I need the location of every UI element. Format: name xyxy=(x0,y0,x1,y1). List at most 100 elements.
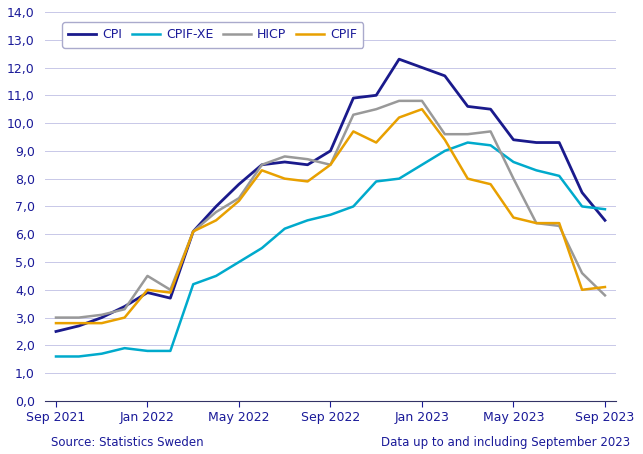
Text: Data up to and including September 2023: Data up to and including September 2023 xyxy=(381,436,630,449)
CPIF-XE xyxy=(350,204,358,209)
HICP xyxy=(327,162,334,168)
Line: CPIF-XE: CPIF-XE xyxy=(56,143,605,356)
CPIF-XE xyxy=(258,246,266,251)
CPI xyxy=(556,140,563,145)
CPIF xyxy=(418,107,426,112)
CPIF xyxy=(235,198,243,203)
CPIF-XE xyxy=(143,348,151,354)
HICP xyxy=(578,271,586,276)
CPI xyxy=(303,162,311,168)
HICP xyxy=(350,112,358,118)
HICP xyxy=(303,157,311,162)
CPIF xyxy=(464,176,471,182)
CPIF xyxy=(75,321,83,326)
CPIF xyxy=(98,321,105,326)
CPIF-XE xyxy=(327,212,334,217)
CPI xyxy=(212,204,220,209)
CPI xyxy=(258,162,266,168)
HICP xyxy=(235,195,243,201)
CPI xyxy=(143,290,151,295)
CPI xyxy=(235,182,243,187)
Line: CPI: CPI xyxy=(56,59,605,331)
CPIF-XE xyxy=(464,140,471,145)
HICP xyxy=(441,132,449,137)
HICP xyxy=(532,220,540,226)
CPIF xyxy=(212,217,220,223)
CPIF xyxy=(281,176,289,182)
CPI xyxy=(121,304,129,309)
HICP xyxy=(395,98,403,104)
CPIF-XE xyxy=(167,348,174,354)
CPIF xyxy=(487,182,494,187)
CPIF xyxy=(601,284,609,290)
CPIF-XE xyxy=(441,148,449,153)
CPIF xyxy=(350,128,358,134)
CPI xyxy=(281,159,289,165)
Line: HICP: HICP xyxy=(56,101,605,318)
HICP xyxy=(52,315,60,321)
CPI xyxy=(487,107,494,112)
CPIF xyxy=(143,287,151,292)
Legend: CPI, CPIF-XE, HICP, CPIF: CPI, CPIF-XE, HICP, CPIF xyxy=(62,22,363,48)
CPIF xyxy=(578,287,586,292)
CPIF xyxy=(532,220,540,226)
CPIF-XE xyxy=(52,354,60,359)
CPI xyxy=(441,73,449,79)
CPIF-XE xyxy=(98,351,105,356)
CPIF-XE xyxy=(235,259,243,265)
CPI xyxy=(190,229,197,234)
CPIF-XE xyxy=(556,173,563,178)
CPI xyxy=(464,104,471,109)
CPI xyxy=(327,148,334,153)
CPI xyxy=(372,93,380,98)
CPI xyxy=(418,65,426,70)
CPIF-XE xyxy=(418,162,426,168)
CPIF xyxy=(258,168,266,173)
CPIF xyxy=(510,215,518,220)
CPIF-XE xyxy=(510,159,518,165)
CPIF-XE xyxy=(303,217,311,223)
CPI xyxy=(578,190,586,195)
CPI xyxy=(75,323,83,329)
HICP xyxy=(167,287,174,292)
CPIF xyxy=(556,220,563,226)
CPIF xyxy=(395,115,403,120)
CPI xyxy=(395,56,403,62)
Text: Source: Statistics Sweden: Source: Statistics Sweden xyxy=(51,436,204,449)
HICP xyxy=(372,107,380,112)
CPI xyxy=(532,140,540,145)
HICP xyxy=(418,98,426,104)
CPIF xyxy=(441,137,449,143)
CPI xyxy=(601,217,609,223)
CPIF-XE xyxy=(212,273,220,279)
CPI xyxy=(167,296,174,301)
CPIF-XE xyxy=(395,176,403,182)
HICP xyxy=(510,176,518,182)
CPI xyxy=(510,137,518,143)
HICP xyxy=(98,312,105,317)
HICP xyxy=(121,306,129,312)
HICP xyxy=(281,154,289,159)
CPIF-XE xyxy=(601,207,609,212)
CPIF xyxy=(121,315,129,321)
HICP xyxy=(464,132,471,137)
CPIF-XE xyxy=(281,226,289,232)
CPIF-XE xyxy=(190,281,197,287)
CPIF xyxy=(372,140,380,145)
CPIF xyxy=(167,290,174,295)
HICP xyxy=(258,162,266,168)
CPIF-XE xyxy=(75,354,83,359)
CPIF xyxy=(52,321,60,326)
CPI xyxy=(350,95,358,101)
HICP xyxy=(212,209,220,215)
CPIF-XE xyxy=(578,204,586,209)
CPI xyxy=(98,315,105,321)
HICP xyxy=(556,223,563,229)
CPIF-XE xyxy=(121,345,129,351)
CPIF-XE xyxy=(487,143,494,148)
CPI xyxy=(52,329,60,334)
CPIF xyxy=(303,179,311,184)
HICP xyxy=(75,315,83,321)
Line: CPIF: CPIF xyxy=(56,109,605,323)
HICP xyxy=(601,293,609,298)
